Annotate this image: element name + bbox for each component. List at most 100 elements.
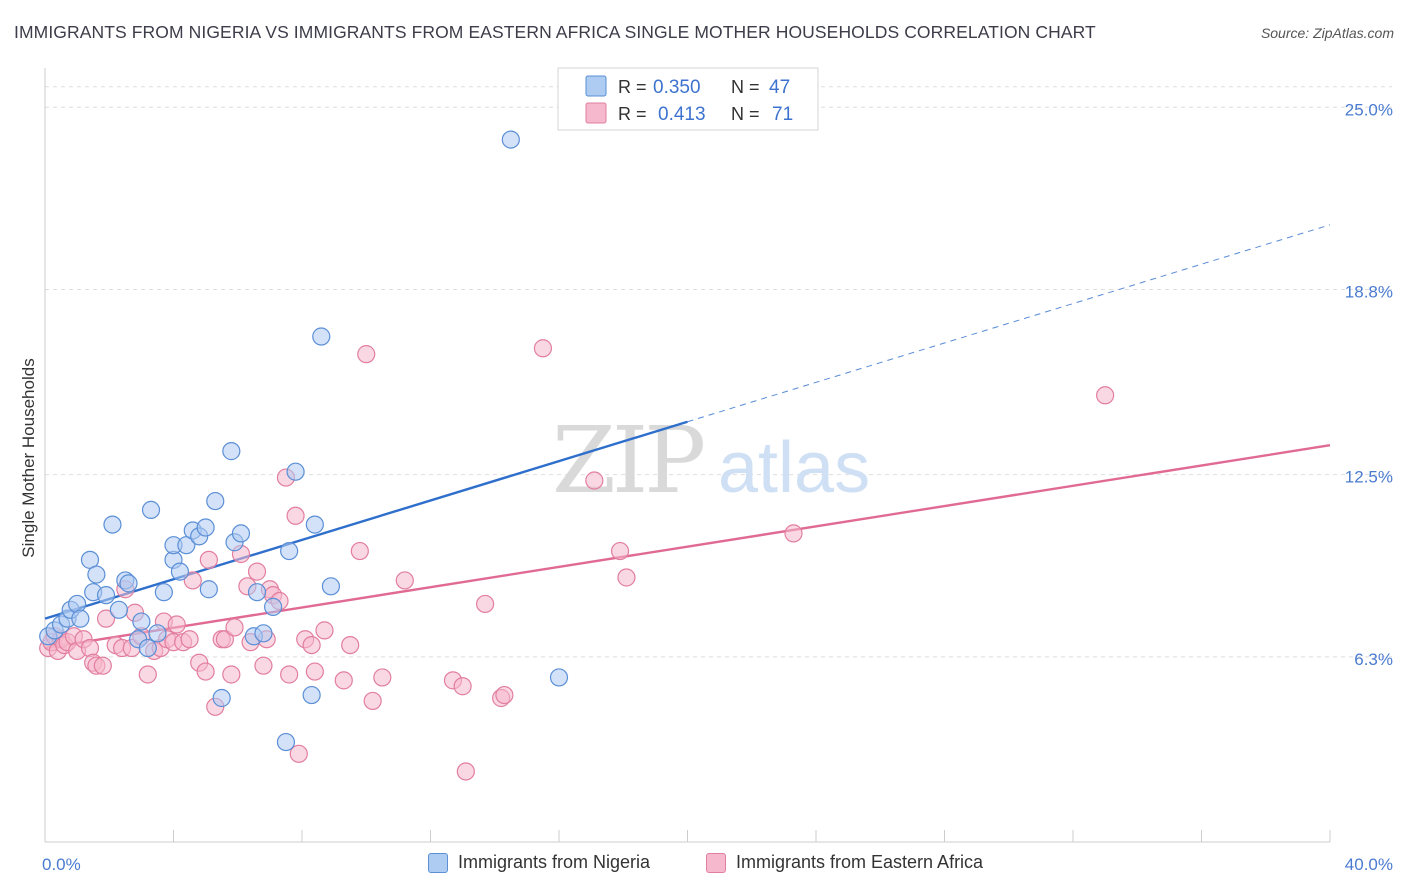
- data-point-eafrica: [315, 621, 334, 640]
- data-point-nigeria: [231, 524, 251, 543]
- data-point-eafrica: [302, 635, 321, 655]
- data-point-nigeria: [276, 732, 296, 752]
- data-point-nigeria: [132, 612, 151, 631]
- data-point-eafrica: [138, 665, 157, 684]
- data-point-eafrica: [533, 339, 553, 358]
- tick-labels: 6.3% 12.5% 18.8% 25.0% 0.0% 40.0%: [42, 100, 1393, 874]
- data-point-nigeria: [96, 586, 116, 605]
- data-point-nigeria: [109, 600, 128, 619]
- data-point-eafrica: [357, 345, 376, 364]
- data-point-eafrica: [215, 630, 234, 649]
- legend-item-nigeria: Immigrants from Nigeria: [428, 852, 650, 873]
- x-tick-label: 0.0%: [42, 855, 81, 874]
- data-point-eafrica: [247, 562, 267, 581]
- axes: [44, 68, 1331, 843]
- stats-legend: R = 0.350 N = 47 R = 0.413 N = 71: [557, 67, 819, 131]
- stats-legend-n-label: N =: [731, 77, 760, 97]
- stats-legend-r-value: 0.350: [653, 77, 701, 98]
- stats-legend-r-label: R =: [618, 77, 647, 97]
- chart-title: IMMIGRANTS FROM NIGERIA VS IMMIGRANTS FR…: [14, 22, 1096, 42]
- watermark-atlas: atlas: [718, 428, 870, 508]
- legend-swatch-eafrica: [706, 852, 726, 873]
- data-point-eafrica: [93, 656, 112, 675]
- data-point-nigeria: [305, 515, 324, 534]
- data-point-nigeria: [321, 577, 341, 596]
- data-point-nigeria: [212, 688, 231, 708]
- data-point-nigeria: [222, 442, 241, 461]
- data-point-nigeria: [302, 685, 321, 705]
- data-point-nigeria: [549, 668, 569, 687]
- x-tick-label: 40.0%: [1345, 855, 1393, 874]
- y-tick-label: 6.3%: [1354, 650, 1393, 669]
- legend-item-eafrica: Immigrants from Eastern Africa: [706, 852, 983, 873]
- legend-label-eafrica: Immigrants from Eastern Africa: [736, 852, 984, 872]
- data-point-eafrica: [350, 541, 369, 561]
- data-point-eafrica: [199, 550, 218, 569]
- data-point-eafrica: [280, 665, 299, 684]
- data-point-eafrica: [96, 609, 116, 628]
- data-point-eafrica: [341, 635, 360, 655]
- stats-legend-swatch-eafrica: [585, 102, 607, 124]
- data-point-eafrica: [222, 665, 241, 684]
- data-point-nigeria: [254, 624, 273, 643]
- data-point-eafrica: [289, 744, 308, 763]
- data-point-nigeria: [71, 609, 90, 628]
- data-point-eafrica: [286, 506, 305, 525]
- legend-label-nigeria: Immigrants from Nigeria: [458, 852, 651, 872]
- data-point-nigeria: [68, 594, 87, 614]
- chart-source: Source: ZipAtlas.com: [1260, 25, 1394, 41]
- data-point-eafrica: [476, 594, 495, 614]
- data-point-eafrica: [305, 662, 324, 681]
- y-axis-title: Single Mother Households: [19, 358, 38, 557]
- data-point-nigeria: [170, 562, 190, 581]
- data-point-nigeria: [196, 518, 215, 537]
- stats-legend-n-label: N =: [731, 104, 760, 124]
- data-point-nigeria: [154, 583, 173, 602]
- stats-legend-n-value: 47: [769, 77, 790, 98]
- data-point-eafrica: [453, 677, 472, 696]
- data-point-eafrica: [495, 685, 514, 705]
- data-point-eafrica: [585, 471, 604, 490]
- stats-legend-r-label: R =: [618, 104, 647, 124]
- data-point-nigeria: [103, 515, 122, 534]
- stats-legend-swatch-nigeria: [585, 75, 607, 97]
- trend-lines: [44, 224, 1331, 650]
- y-tick-label: 12.5%: [1345, 468, 1393, 487]
- data-point-eafrica: [183, 571, 202, 590]
- data-point-eafrica: [196, 662, 215, 681]
- data-point-eafrica: [167, 615, 186, 634]
- data-point-nigeria: [119, 574, 138, 593]
- data-point-eafrica: [456, 762, 475, 781]
- y-tick-label: 25.0%: [1345, 100, 1393, 119]
- data-point-nigeria: [141, 500, 161, 520]
- trend-line-nigeria: [44, 420, 688, 620]
- stats-legend-r-value: 0.413: [658, 104, 706, 125]
- data-point-nigeria: [206, 491, 225, 511]
- data-point-nigeria: [247, 583, 267, 602]
- data-point-eafrica: [254, 656, 273, 675]
- stats-legend-n-value: 71: [772, 104, 793, 125]
- data-point-nigeria: [280, 541, 299, 561]
- data-point-eafrica: [617, 568, 636, 587]
- data-points: [39, 130, 1115, 781]
- trend-line-nigeria-extension: [687, 224, 1331, 423]
- data-point-eafrica: [1096, 386, 1115, 405]
- data-point-nigeria: [501, 130, 520, 149]
- y-tick-label: 18.8%: [1345, 282, 1393, 301]
- data-point-eafrica: [334, 671, 353, 690]
- trend-line-eafrica: [44, 444, 1331, 650]
- data-point-nigeria: [199, 580, 218, 599]
- data-point-nigeria: [148, 624, 167, 643]
- data-point-nigeria: [312, 327, 331, 346]
- legend-swatch-nigeria: [428, 852, 448, 873]
- data-point-nigeria: [263, 597, 283, 616]
- data-point-eafrica: [80, 638, 100, 658]
- data-point-eafrica: [784, 524, 803, 543]
- data-point-eafrica: [373, 668, 392, 687]
- data-point-nigeria: [87, 565, 106, 584]
- data-point-nigeria: [286, 462, 305, 481]
- watermark: ZIP atlas: [552, 407, 870, 514]
- data-point-eafrica: [225, 618, 244, 637]
- data-point-eafrica: [180, 630, 199, 649]
